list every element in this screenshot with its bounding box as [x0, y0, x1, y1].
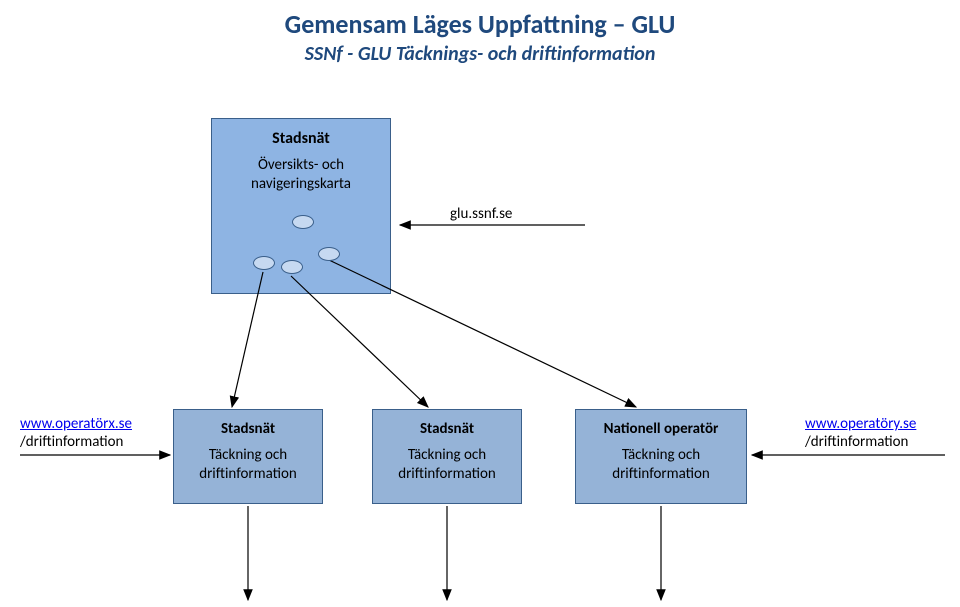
stadsnat-box-2: Stadsnät Täckning och driftinformation: [372, 409, 522, 504]
operator-y-link[interactable]: www.operatöry.se: [805, 415, 916, 433]
operator-box: Nationell operatör Täckning och driftinf…: [575, 409, 747, 504]
map-node-icon: [292, 215, 314, 229]
operator-box-line2: driftinformation: [582, 465, 740, 484]
map-node-icon: [253, 256, 275, 270]
stadsnat-box-2-line2: driftinformation: [379, 465, 515, 484]
stadsnat-box-2-line1: Täckning och: [379, 446, 515, 465]
operator-x-path: /driftinformation: [20, 433, 123, 451]
operator-box-line1: Täckning och: [582, 446, 740, 465]
arrows-layer: [0, 0, 960, 607]
stadsnat-box-1-line1: Täckning och: [180, 446, 316, 465]
stadsnat-box-1: Stadsnät Täckning och driftinformation: [173, 409, 323, 504]
overview-map-title: Stadsnät: [218, 129, 384, 148]
map-node-icon: [281, 260, 303, 274]
operator-box-title: Nationell operatör: [582, 420, 740, 438]
page-subtitle: SSNf - GLU Täcknings- och driftinformati…: [0, 42, 960, 66]
domain-label: glu.ssnf.se: [450, 205, 512, 223]
map-node-icon: [318, 247, 340, 261]
operator-y-path: /driftinformation: [805, 433, 908, 451]
stadsnat-box-2-title: Stadsnät: [379, 420, 515, 438]
overview-map-body: Översikts- och navigeringskarta: [218, 156, 384, 194]
stadsnat-box-1-title: Stadsnät: [180, 420, 316, 438]
stadsnat-box-1-line2: driftinformation: [180, 465, 316, 484]
page-title: Gemensam Läges Uppfattning – GLU: [0, 8, 960, 40]
operator-x-link[interactable]: www.operatörx.se: [20, 415, 132, 433]
